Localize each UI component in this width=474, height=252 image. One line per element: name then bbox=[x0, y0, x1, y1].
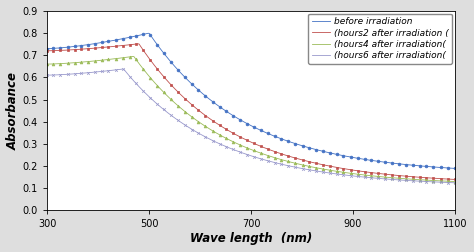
(hours2 after irradiation ( bbox=[135, 42, 141, 45]
(hours4 after irradiation( bbox=[207, 128, 212, 131]
(hours4 after irradiation( bbox=[452, 180, 458, 183]
(hours4 after irradiation( bbox=[342, 171, 347, 174]
Line: (hours2 after irradiation (: (hours2 after irradiation ( bbox=[47, 44, 455, 179]
(hours2 after irradiation ( bbox=[339, 167, 345, 170]
(hours4 after irradiation( bbox=[130, 55, 136, 58]
(hours6 after irradiation( bbox=[120, 68, 126, 71]
before irradiation bbox=[342, 154, 347, 158]
(hours4 after irradiation( bbox=[178, 107, 184, 110]
(hours6 after irradiation( bbox=[302, 168, 308, 171]
before irradiation bbox=[452, 167, 458, 170]
Y-axis label: Absorbance: Absorbance bbox=[7, 72, 20, 150]
before irradiation bbox=[44, 47, 50, 50]
before irradiation bbox=[302, 145, 308, 148]
(hours4 after irradiation( bbox=[44, 62, 50, 66]
before irradiation bbox=[146, 32, 151, 35]
before irradiation bbox=[178, 72, 184, 75]
Line: (hours6 after irradiation(: (hours6 after irradiation( bbox=[47, 69, 455, 183]
(hours6 after irradiation( bbox=[342, 173, 347, 176]
(hours6 after irradiation( bbox=[44, 74, 50, 77]
(hours2 after irradiation ( bbox=[302, 159, 308, 162]
(hours2 after irradiation ( bbox=[93, 47, 99, 50]
Line: before irradiation: before irradiation bbox=[47, 33, 455, 168]
(hours2 after irradiation ( bbox=[342, 167, 347, 170]
(hours6 after irradiation( bbox=[207, 138, 212, 141]
(hours2 after irradiation ( bbox=[452, 178, 458, 181]
(hours6 after irradiation( bbox=[339, 173, 345, 176]
(hours4 after irradiation( bbox=[302, 164, 308, 167]
(hours4 after irradiation( bbox=[93, 59, 99, 62]
(hours2 after irradiation ( bbox=[44, 49, 50, 52]
Line: (hours4 after irradiation(: (hours4 after irradiation( bbox=[47, 56, 455, 181]
before irradiation bbox=[93, 42, 99, 45]
before irradiation bbox=[207, 98, 212, 101]
(hours2 after irradiation ( bbox=[178, 93, 184, 97]
(hours4 after irradiation( bbox=[339, 171, 345, 174]
(hours6 after irradiation( bbox=[93, 71, 99, 74]
(hours6 after irradiation( bbox=[452, 181, 458, 184]
Legend: before irradiation, (hours2 after irradiation (, (hours4 after irradiation(, (ho: before irradiation, (hours2 after irradi… bbox=[309, 14, 452, 64]
X-axis label: Wave length  (nm): Wave length (nm) bbox=[190, 232, 312, 245]
(hours2 after irradiation ( bbox=[207, 117, 212, 120]
before irradiation bbox=[339, 154, 345, 157]
(hours6 after irradiation( bbox=[178, 121, 184, 124]
